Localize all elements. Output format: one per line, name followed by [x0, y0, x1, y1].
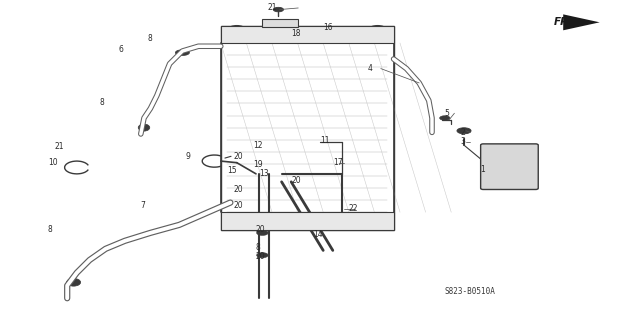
- Ellipse shape: [273, 7, 284, 12]
- Ellipse shape: [269, 184, 281, 189]
- Ellipse shape: [257, 253, 268, 258]
- Text: 17: 17: [333, 158, 342, 167]
- Bar: [221, 26, 394, 230]
- Text: 21: 21: [268, 4, 277, 12]
- Text: 16: 16: [323, 23, 333, 32]
- Ellipse shape: [67, 278, 81, 286]
- Text: 1: 1: [480, 165, 484, 174]
- Ellipse shape: [138, 124, 150, 131]
- Text: 11: 11: [320, 136, 330, 145]
- Text: 20: 20: [234, 201, 243, 210]
- Text: 2: 2: [461, 128, 465, 137]
- Ellipse shape: [457, 128, 471, 134]
- Text: 8: 8: [147, 34, 152, 43]
- Text: 8: 8: [99, 98, 104, 107]
- Bar: [221, 212, 394, 230]
- Ellipse shape: [265, 31, 279, 36]
- Text: 15: 15: [227, 166, 237, 175]
- Text: 19: 19: [253, 160, 262, 169]
- Text: 8: 8: [256, 243, 260, 252]
- Ellipse shape: [440, 116, 450, 120]
- Text: 14: 14: [314, 230, 323, 239]
- Ellipse shape: [257, 173, 268, 178]
- Bar: [262, 19, 298, 27]
- Ellipse shape: [254, 147, 270, 153]
- Text: 8: 8: [48, 225, 52, 234]
- Text: 21: 21: [54, 142, 64, 151]
- Text: 20: 20: [256, 252, 266, 261]
- Text: 12: 12: [253, 141, 262, 150]
- Text: 6: 6: [118, 45, 124, 54]
- Text: 7: 7: [141, 201, 146, 210]
- FancyBboxPatch shape: [481, 144, 538, 189]
- Bar: [221, 26, 394, 43]
- Ellipse shape: [337, 206, 348, 211]
- Text: 3: 3: [461, 137, 466, 146]
- Text: 22: 22: [349, 204, 358, 213]
- Ellipse shape: [257, 230, 268, 235]
- Text: 5: 5: [445, 109, 450, 118]
- Ellipse shape: [257, 211, 268, 216]
- Ellipse shape: [501, 149, 518, 154]
- Text: 20: 20: [256, 225, 266, 234]
- Text: 9: 9: [186, 152, 191, 161]
- Text: 20: 20: [291, 176, 301, 185]
- Text: 4: 4: [368, 64, 373, 73]
- Ellipse shape: [175, 50, 189, 56]
- Text: S823-B0510A: S823-B0510A: [445, 287, 495, 296]
- Text: 20: 20: [234, 185, 243, 194]
- Text: 13: 13: [259, 169, 269, 178]
- Polygon shape: [563, 14, 600, 30]
- Text: 18: 18: [291, 29, 301, 38]
- Text: FR.: FR.: [554, 17, 573, 27]
- Text: 20: 20: [234, 152, 243, 161]
- Ellipse shape: [257, 192, 268, 197]
- Text: 10: 10: [48, 158, 58, 167]
